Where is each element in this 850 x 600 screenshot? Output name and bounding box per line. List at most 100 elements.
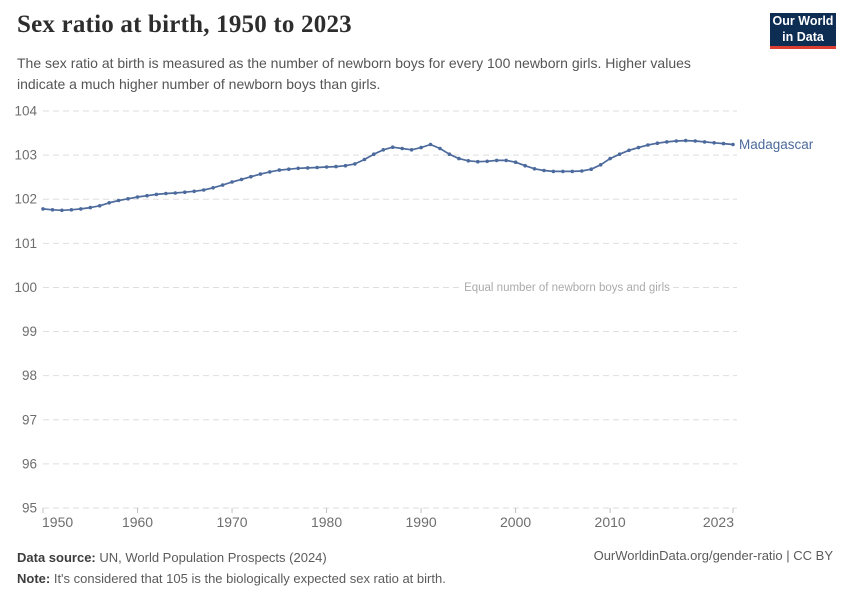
data-point-2022[interactable] xyxy=(721,141,726,146)
data-point-2012[interactable] xyxy=(627,148,631,153)
y-axis-label-96: 96 xyxy=(22,456,37,471)
y-axis-label-104: 104 xyxy=(14,104,37,119)
data-point-2001[interactable] xyxy=(523,163,527,168)
data-point-1984[interactable] xyxy=(362,157,367,162)
data-point-2002[interactable] xyxy=(532,167,537,171)
data-point-1989[interactable] xyxy=(409,148,414,152)
data-point-1975[interactable] xyxy=(277,168,282,172)
data-point-1987[interactable] xyxy=(390,145,395,149)
note-text: It's considered that 105 is the biologic… xyxy=(50,571,446,587)
data-point-1965[interactable] xyxy=(183,190,187,194)
data-point-1973[interactable] xyxy=(258,172,263,176)
x-axis-label-2000: 2000 xyxy=(500,514,531,530)
owid-logo[interactable]: Our World in Data xyxy=(770,13,836,49)
data-point-2011[interactable] xyxy=(617,152,622,156)
data-point-1956[interactable] xyxy=(97,204,102,208)
data-point-1953[interactable] xyxy=(69,208,74,212)
data-point-1959[interactable] xyxy=(126,197,130,201)
y-axis-label-95: 95 xyxy=(22,501,37,516)
data-point-1955[interactable] xyxy=(88,205,93,210)
data-source-text: UN, World Population Prospects (2024) xyxy=(95,550,327,565)
x-axis-label-2023: 2023 xyxy=(703,514,734,530)
data-point-1998[interactable] xyxy=(494,158,499,163)
y-axis-label-103: 103 xyxy=(14,148,37,163)
data-point-1952[interactable] xyxy=(60,208,64,213)
data-point-1976[interactable] xyxy=(287,167,291,171)
data-point-1986[interactable] xyxy=(381,148,386,152)
data-point-1951[interactable] xyxy=(50,208,55,212)
data-point-1980[interactable] xyxy=(324,165,329,169)
data-point-2003[interactable] xyxy=(542,168,546,173)
x-axis-label-1990: 1990 xyxy=(406,514,437,530)
x-axis-label-1970: 1970 xyxy=(216,514,247,530)
data-point-1970[interactable] xyxy=(230,180,234,184)
data-point-1962[interactable] xyxy=(154,192,159,197)
data-point-2010[interactable] xyxy=(608,156,612,161)
data-point-1958[interactable] xyxy=(116,198,121,203)
data-point-2008[interactable] xyxy=(589,167,593,171)
data-point-1999[interactable] xyxy=(504,158,509,163)
data-point-1982[interactable] xyxy=(343,163,348,168)
data-point-1990[interactable] xyxy=(419,145,423,150)
data-point-1969[interactable] xyxy=(220,183,225,187)
data-source-line: Data source: UN, World Population Prospe… xyxy=(17,547,446,568)
data-point-2020[interactable] xyxy=(702,140,707,144)
data-point-1950[interactable] xyxy=(41,207,45,211)
data-point-1961[interactable] xyxy=(145,193,149,198)
y-axis-label-99: 99 xyxy=(22,324,37,339)
data-point-1966[interactable] xyxy=(192,189,196,194)
data-point-1978[interactable] xyxy=(305,166,310,170)
data-point-1994[interactable] xyxy=(457,156,461,161)
data-point-1981[interactable] xyxy=(334,164,338,169)
data-point-2006[interactable] xyxy=(570,169,575,174)
data-point-1988[interactable] xyxy=(400,146,405,151)
data-point-1968[interactable] xyxy=(211,186,215,190)
data-point-2016[interactable] xyxy=(665,140,669,144)
data-point-2017[interactable] xyxy=(674,139,679,143)
data-point-1957[interactable] xyxy=(107,201,111,205)
y-axis-label-98: 98 xyxy=(22,368,37,383)
data-point-2014[interactable] xyxy=(646,143,650,147)
series-label-madagascar[interactable]: Madagascar xyxy=(739,137,814,152)
annotation-backdrop xyxy=(462,278,672,296)
data-point-2019[interactable] xyxy=(693,139,697,143)
data-point-2018[interactable] xyxy=(683,138,688,143)
data-point-1985[interactable] xyxy=(372,152,376,156)
owid-logo-line1: Our World xyxy=(772,13,834,28)
data-point-1964[interactable] xyxy=(173,191,178,195)
data-point-1972[interactable] xyxy=(249,174,253,179)
x-axis-label-2010: 2010 xyxy=(595,514,626,530)
data-point-2013[interactable] xyxy=(636,145,641,150)
data-point-1997[interactable] xyxy=(485,159,490,164)
data-point-1992[interactable] xyxy=(438,146,442,151)
x-axis-label-1960: 1960 xyxy=(122,514,153,530)
data-point-1971[interactable] xyxy=(239,177,244,182)
y-axis-label-101: 101 xyxy=(14,236,37,251)
data-point-1979[interactable] xyxy=(315,165,319,170)
data-point-2023[interactable] xyxy=(731,142,735,147)
data-point-1967[interactable] xyxy=(201,188,206,192)
data-point-1974[interactable] xyxy=(268,170,272,174)
data-point-2000[interactable] xyxy=(513,160,518,164)
data-point-1995[interactable] xyxy=(466,159,471,163)
data-point-2015[interactable] xyxy=(655,141,660,145)
data-point-1954[interactable] xyxy=(79,207,83,211)
data-point-1963[interactable] xyxy=(164,191,168,196)
data-point-1993[interactable] xyxy=(447,152,452,156)
footer-citation-link[interactable]: OurWorldinData.org/gender-ratio | CC BY xyxy=(593,548,833,563)
data-point-1977[interactable] xyxy=(296,166,301,171)
data-point-2021[interactable] xyxy=(712,141,716,145)
note-line: Note: It's considered that 105 is the bi… xyxy=(17,568,446,589)
data-point-2005[interactable] xyxy=(561,169,565,174)
data-point-1960[interactable] xyxy=(135,195,140,199)
data-point-1983[interactable] xyxy=(353,162,357,166)
data-point-1991[interactable] xyxy=(428,142,433,147)
data-point-1996[interactable] xyxy=(476,159,480,164)
footer-notes: Data source: UN, World Population Prospe… xyxy=(17,547,446,589)
data-point-2004[interactable] xyxy=(551,169,556,174)
page-title: Sex ratio at birth, 1950 to 2023 xyxy=(17,11,352,38)
data-point-2009[interactable] xyxy=(598,163,603,167)
data-point-2007[interactable] xyxy=(580,169,584,173)
owid-logo-line2: in Data xyxy=(782,29,824,44)
